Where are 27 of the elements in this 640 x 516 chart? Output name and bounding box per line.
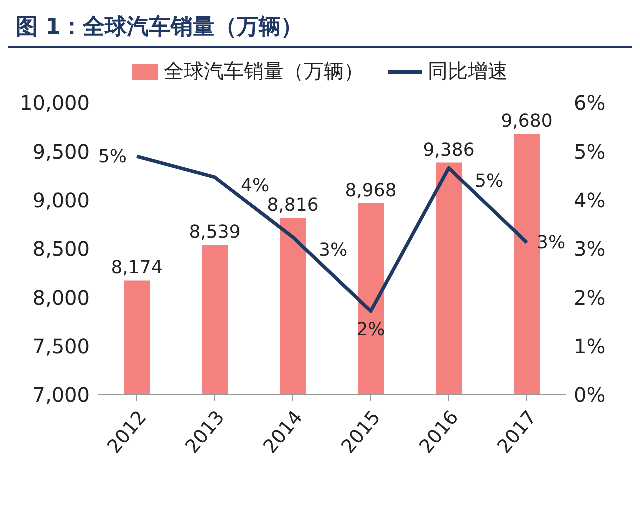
y-tick-label: 7,000 bbox=[32, 383, 90, 408]
y-tick-label: 9,000 bbox=[32, 188, 90, 212]
y-tick-label: 8,000 bbox=[32, 286, 90, 310]
data-label: 8,174 bbox=[111, 258, 163, 279]
legend-label: 全球汽车销量（万辆） bbox=[164, 58, 364, 85]
data-label: 9,386 bbox=[423, 140, 475, 161]
y2-tick-label: 4% bbox=[574, 188, 606, 212]
legend-label: 同比增速 bbox=[428, 58, 508, 85]
y-tick-label: 7,500 bbox=[32, 334, 90, 358]
chart-title: 图 1：全球汽车销量（万辆） bbox=[8, 8, 632, 48]
y2-tick-label: 1% bbox=[574, 334, 606, 358]
y2-tick-label: 5% bbox=[574, 140, 606, 164]
y2-tick-label: 2% bbox=[574, 286, 606, 310]
data-label: 5% bbox=[98, 146, 127, 168]
data-label: 9,680 bbox=[501, 111, 553, 132]
y2-tick-label: 6% bbox=[574, 91, 606, 116]
data-label: 8,968 bbox=[345, 180, 397, 202]
data-label: 4% bbox=[241, 175, 270, 196]
data-label: 3% bbox=[319, 240, 348, 261]
data-label: 5% bbox=[475, 171, 504, 192]
y-tick-label: 8,500 bbox=[32, 237, 90, 262]
y2-tick-label: 3% bbox=[574, 237, 606, 262]
y2-tick-label: 0% bbox=[574, 383, 606, 408]
data-label: 8,539 bbox=[189, 222, 241, 244]
y-tick-label: 9,500 bbox=[32, 140, 90, 164]
data-label: 8,816 bbox=[267, 195, 319, 216]
y-tick-label: 10,000 bbox=[20, 91, 90, 116]
